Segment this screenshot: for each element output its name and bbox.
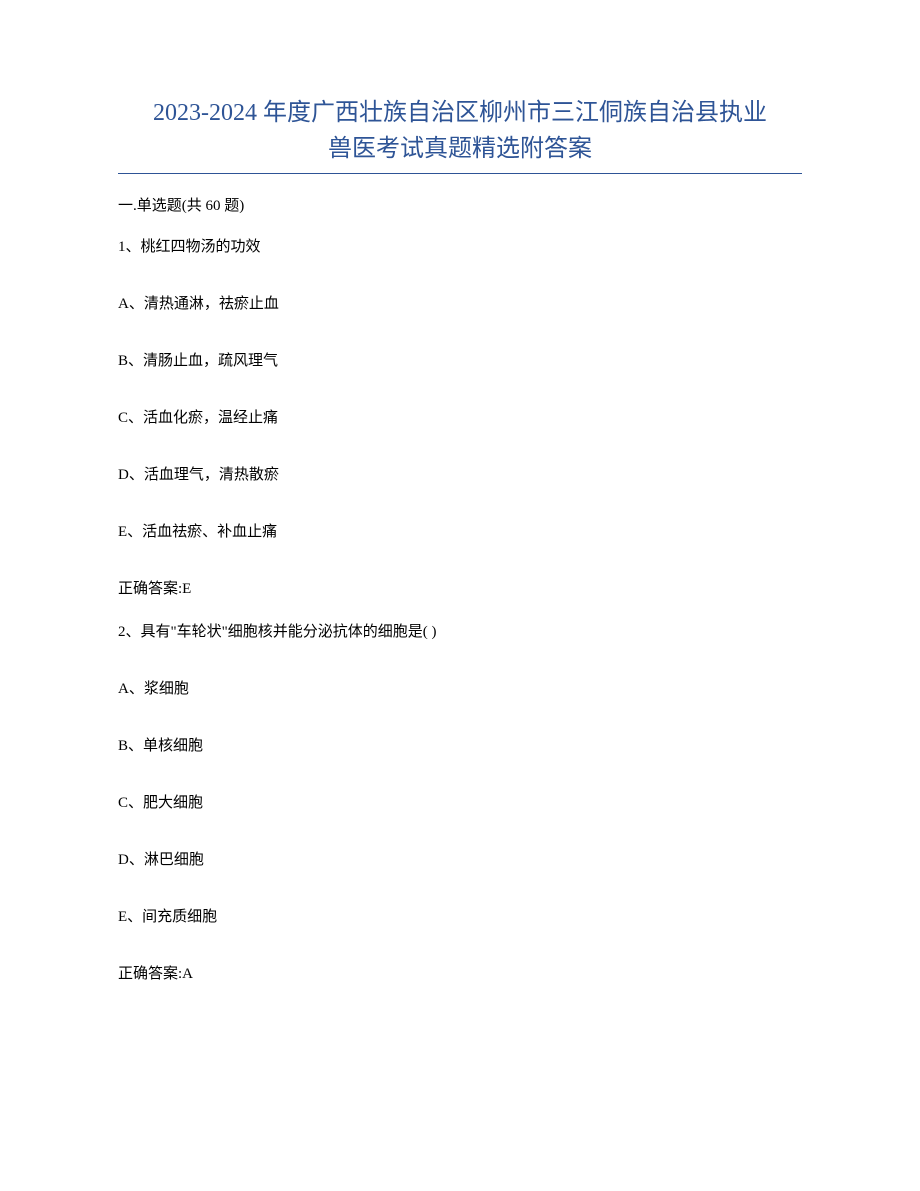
question-2-text: 2、具有"车轮状"细胞核并能分泌抗体的细胞是( ) [118, 622, 802, 643]
question-2-option-c: C、肥大细胞 [118, 793, 802, 814]
section-header: 一.单选题(共 60 题) [118, 194, 802, 215]
question-1-option-d: D、活血理气，清热散瘀 [118, 465, 802, 486]
question-1-answer: 正确答案:E [118, 579, 802, 600]
question-1-text: 1、桃红四物汤的功效 [118, 237, 802, 258]
title-line-1: 2023-2024 年度广西壮族自治区柳州市三江侗族自治县执业 [153, 100, 767, 126]
document-title: 2023-2024 年度广西壮族自治区柳州市三江侗族自治县执业 兽医考试真题精选… [118, 95, 802, 167]
question-2-option-d: D、淋巴细胞 [118, 850, 802, 871]
question-2-option-a: A、浆细胞 [118, 679, 802, 700]
question-1-option-b: B、清肠止血，疏风理气 [118, 351, 802, 372]
question-2-option-e: E、间充质细胞 [118, 907, 802, 928]
question-1-option-e: E、活血祛瘀、补血止痛 [118, 522, 802, 543]
title-line-2: 兽医考试真题精选附答案 [328, 136, 592, 162]
question-1-option-a: A、清热通淋，祛瘀止血 [118, 294, 802, 315]
title-underline [118, 173, 802, 174]
question-2-option-b: B、单核细胞 [118, 736, 802, 757]
question-1-option-c: C、活血化瘀，温经止痛 [118, 408, 802, 429]
question-2-answer: 正确答案:A [118, 964, 802, 985]
